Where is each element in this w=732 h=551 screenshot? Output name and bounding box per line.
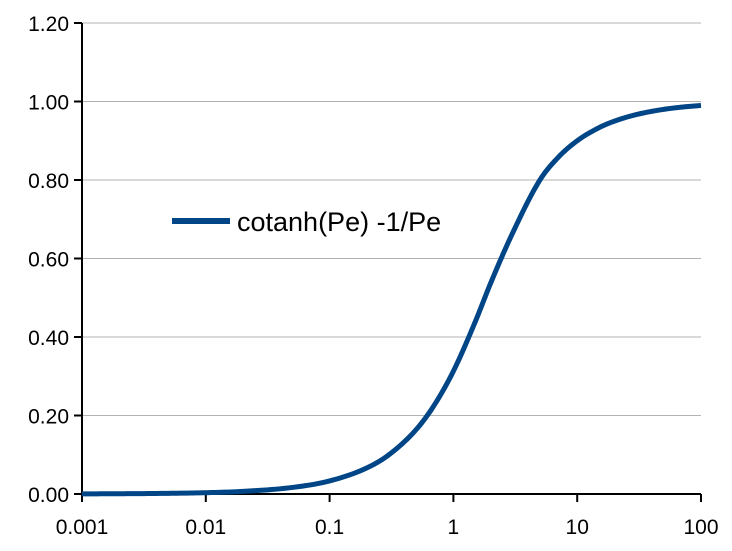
y-tick-label: 0.20: [28, 406, 69, 429]
x-tick-label: 0.001: [56, 516, 109, 539]
y-tick-label: 0.60: [28, 249, 69, 272]
x-tick-label: 0.1: [315, 516, 344, 539]
y-tick-label: 1.20: [28, 13, 69, 36]
x-tick-label: 10: [566, 516, 589, 539]
y-tick-label: 0.80: [28, 170, 69, 193]
x-tick-label: 1: [448, 516, 460, 539]
series-lines: [81, 102, 702, 497]
legend-label: cotanh(Pe) -1/Pe: [237, 207, 441, 237]
y-tick-label: 1.00: [28, 92, 69, 115]
x-tick-label: 0.01: [185, 516, 226, 539]
series-line: [81, 102, 702, 497]
grid-lines: [82, 22, 701, 416]
y-tick-labels: 0.00 0.20 0.40 0.60 0.80 1.00 1.20: [28, 13, 69, 507]
x-tick-labels: 0.001 0.01 0.1 1 10 100: [56, 516, 719, 539]
y-tick-label: 0.00: [28, 484, 69, 507]
x-tick-label: 100: [683, 516, 718, 539]
y-tick-label: 0.40: [28, 327, 69, 350]
axes: [74, 22, 702, 502]
legend: cotanh(Pe) -1/Pe: [172, 207, 441, 237]
